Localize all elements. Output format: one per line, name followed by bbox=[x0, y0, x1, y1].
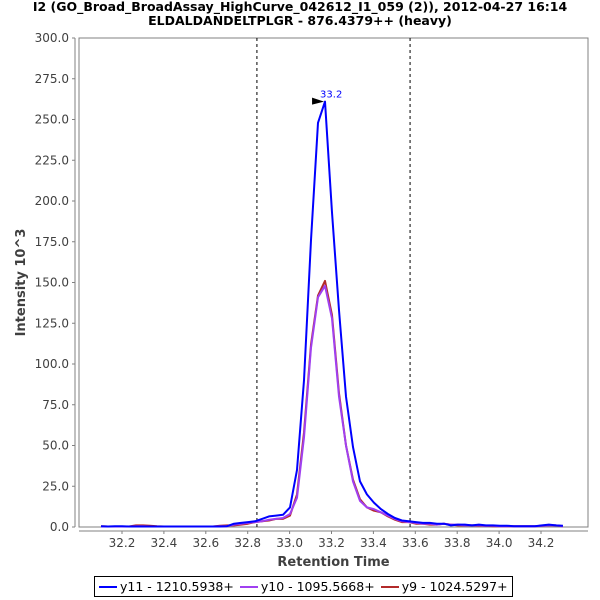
y-tick-label: 100.0 bbox=[35, 357, 69, 371]
y-tick-label: 75.0 bbox=[42, 398, 69, 412]
x-tick-label: 33.8 bbox=[444, 536, 471, 550]
legend: y11 - 1210.5938+ y10 - 1095.5668+ y9 - 102… bbox=[94, 576, 513, 597]
legend-item: y10 - 1095.5668+ bbox=[239, 579, 375, 594]
x-tick-label: 32.6 bbox=[192, 536, 219, 550]
legend-swatch bbox=[380, 585, 399, 588]
y-tick-label: 25.0 bbox=[42, 479, 69, 493]
peak-label: 33.2 bbox=[320, 90, 342, 101]
y-tick-label: 200.0 bbox=[35, 194, 69, 208]
legend-item: y9 - 1024.5297+ bbox=[380, 579, 508, 594]
x-tick-label: 32.8 bbox=[234, 536, 261, 550]
x-tick-label: 33.0 bbox=[276, 536, 303, 550]
chart-title: I2 (GO_Broad_BroadAssay_HighCurve_042612… bbox=[32, 0, 568, 14]
x-tick-label: 32.4 bbox=[151, 536, 178, 550]
y-tick-label: 275.0 bbox=[35, 72, 69, 86]
x-tick-label: 33.2 bbox=[318, 536, 345, 550]
y-axis-title: Intensity 10^3 bbox=[14, 229, 29, 337]
legend-item: y11 - 1210.5938+ bbox=[99, 579, 234, 594]
peak-marker-icon bbox=[312, 97, 325, 105]
y-tick-label: 50.0 bbox=[42, 439, 69, 453]
x-tick-label: 33.6 bbox=[402, 536, 429, 550]
chart-title-block: I2 (GO_Broad_BroadAssay_HighCurve_042612… bbox=[0, 0, 600, 28]
y-tick-label: 225.0 bbox=[35, 153, 69, 167]
legend-swatch bbox=[99, 585, 117, 588]
chart-subtitle: ELDALDANDELTPLGR - 876.4379++ (heavy) bbox=[148, 13, 452, 28]
legend-label: y9 - 1024.5297+ bbox=[401, 579, 508, 594]
y-tick-label: 300.0 bbox=[35, 31, 69, 45]
x-tick-label: 33.4 bbox=[360, 536, 387, 550]
legend-label: y10 - 1095.5668+ bbox=[260, 579, 375, 594]
y-tick-label: 150.0 bbox=[35, 276, 69, 290]
y-tick-label: 175.0 bbox=[35, 235, 69, 249]
series-line-y11 bbox=[100, 100, 563, 528]
legend-label: y11 - 1210.5938+ bbox=[120, 579, 234, 594]
plot-area bbox=[78, 37, 589, 528]
y-tick-label: 0.0 bbox=[50, 520, 69, 534]
y-tick-label: 125.0 bbox=[35, 316, 69, 330]
legend-swatch bbox=[239, 585, 258, 588]
x-tick-label: 34.2 bbox=[528, 536, 555, 550]
x-axis-title: Retention Time bbox=[277, 555, 389, 570]
x-tick-label: 32.2 bbox=[109, 536, 136, 550]
y-tick-label: 250.0 bbox=[35, 113, 69, 127]
x-tick-label: 34.0 bbox=[486, 536, 513, 550]
